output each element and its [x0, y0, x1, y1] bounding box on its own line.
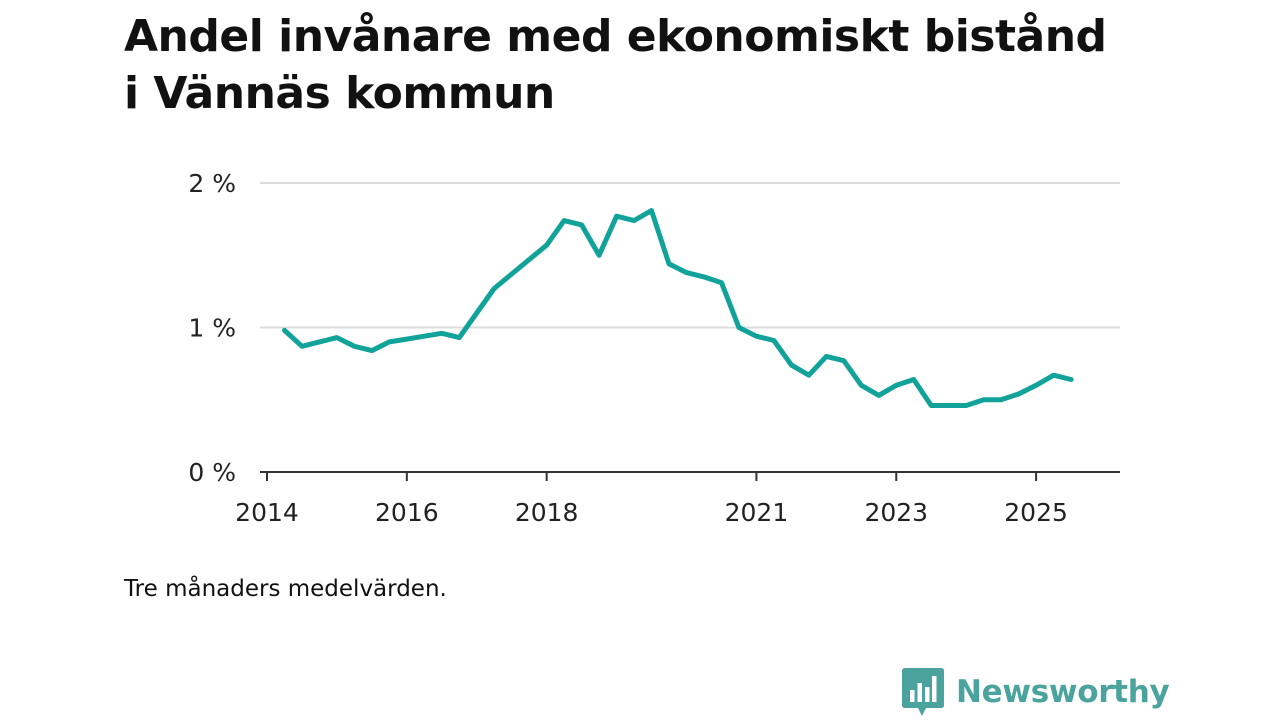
data-point [632, 218, 637, 223]
data-point [1069, 377, 1074, 382]
data-point [911, 377, 916, 382]
x-tick-label: 2014 [235, 498, 299, 527]
data-point [981, 397, 986, 402]
data-point [841, 358, 846, 363]
data-point [824, 354, 829, 359]
data-point [806, 373, 811, 378]
data-point [334, 335, 339, 340]
data-point [352, 344, 357, 349]
data-point [946, 403, 951, 408]
newsworthy-logo[interactable]: Newsworthy [902, 668, 1170, 716]
data-point [597, 253, 602, 258]
data-point [369, 348, 374, 353]
data-point [684, 270, 689, 275]
x-axis-ticks [265, 472, 1038, 481]
data-point [562, 218, 567, 223]
data-point [999, 397, 1004, 402]
y-axis-labels: 0 % 1 % 2 % [188, 169, 236, 487]
y-tick-label: 0 % [188, 458, 236, 487]
series-layer [282, 208, 1074, 408]
data-point [859, 383, 864, 388]
data-point [1051, 373, 1056, 378]
data-point [439, 331, 444, 336]
data-point [282, 328, 287, 333]
newsworthy-logo-text: Newsworthy [956, 674, 1170, 710]
data-point [422, 334, 427, 339]
data-point [719, 280, 724, 285]
data-point [544, 243, 549, 248]
data-point [509, 272, 514, 276]
data-point [317, 339, 322, 344]
data-point [457, 335, 462, 340]
data-point [702, 274, 706, 279]
x-tick-label: 2025 [1004, 498, 1068, 527]
x-tick-label: 2016 [375, 498, 439, 527]
data-point [492, 286, 497, 291]
data-point [894, 383, 899, 388]
newsworthy-logo-icon [902, 668, 944, 716]
y-tick-label: 2 % [188, 169, 236, 198]
data-point [300, 344, 304, 349]
data-point [474, 311, 479, 315]
gridlines [260, 182, 1120, 329]
data-point [527, 257, 532, 262]
line-chart: 0 % 1 % 2 % 2014 2016 2018 2021 2023 2025 [188, 169, 1120, 527]
data-point [964, 403, 969, 408]
data-point [667, 261, 671, 266]
data-point [1034, 383, 1039, 388]
chart-title: Andel invånare med ekonomiskt bistånd i … [124, 11, 1107, 119]
data-point [929, 403, 934, 408]
data-point [736, 325, 741, 330]
data-point [404, 337, 409, 342]
x-axis-labels: 2014 2016 2018 2021 2023 2025 [235, 498, 1068, 527]
data-point [387, 339, 392, 344]
chart-note: Tre månaders medelvärden. [124, 576, 447, 602]
data-point [1016, 392, 1021, 396]
data-point [771, 338, 776, 343]
data-point [649, 208, 654, 213]
series-line-0 [282, 208, 1074, 408]
data-point [876, 393, 881, 398]
data-point [789, 363, 794, 368]
x-tick-label: 2018 [515, 498, 579, 527]
data-point [754, 334, 759, 339]
data-point [614, 214, 619, 219]
y-tick-label: 1 % [188, 314, 236, 343]
data-point [579, 222, 584, 227]
x-tick-label: 2023 [864, 498, 928, 527]
x-tick-label: 2021 [725, 498, 789, 527]
